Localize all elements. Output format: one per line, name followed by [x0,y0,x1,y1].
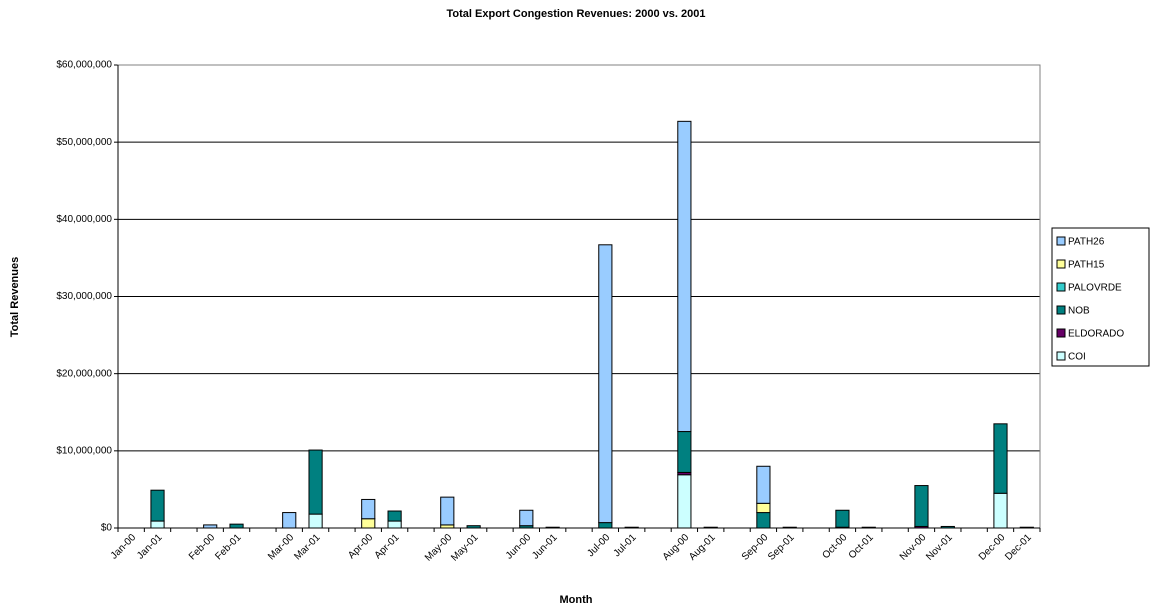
bar-segment [150,520,165,529]
legend-swatch [1056,259,1066,269]
x-tick-label: May-00 [423,532,455,564]
x-tick-label: Aug-00 [661,532,692,563]
bar-segment [308,513,323,529]
x-tick-label: Oct-00 [820,532,849,561]
bar-segment [993,492,1008,529]
bar-segment [545,526,560,529]
bar-segment [782,526,797,529]
x-tick-label: Dec-01 [1003,532,1034,563]
x-tick-label: May-01 [449,532,481,564]
bar-segment [361,518,376,529]
x-tick-label: Jan-01 [135,532,165,562]
bar-segment [387,520,402,529]
y-tick-label: $10,000,000 [56,445,112,456]
bar-segment [598,244,613,524]
legend-label: ELDORADO [1068,329,1124,340]
bar-segment [940,525,955,529]
legend-label: PALOVRDE [1068,283,1122,294]
x-tick-label: Jun-01 [530,532,560,562]
bar-segment [519,509,534,527]
legend-swatch [1056,305,1066,315]
bar-segment [861,526,876,529]
x-tick-label: Nov-01 [924,532,955,563]
bar-segment [756,465,771,504]
y-tick-label: $60,000,000 [56,60,112,71]
bar-segment [361,498,376,520]
bar-segment [993,423,1008,494]
bar-segment [308,449,323,515]
bar-segment [624,526,639,529]
bar-segment [466,525,481,529]
x-tick-label: Apr-00 [346,532,375,561]
bar-segment [677,474,692,529]
x-tick-label: Sep-00 [740,532,771,563]
bar-segment [150,489,165,522]
y-tick-label: $20,000,000 [56,368,112,379]
legend-label: PATH15 [1068,260,1105,271]
x-axis-label: Month [560,594,593,606]
y-tick-label: $40,000,000 [56,214,112,225]
bar-segment [677,120,692,433]
x-tick-label: Apr-01 [373,532,402,561]
bar-segment [756,502,771,514]
x-tick-label: Oct-01 [847,532,876,561]
x-tick-label: Jun-00 [504,532,534,562]
x-tick-label: Jan-00 [109,532,139,562]
legend-swatch [1056,328,1066,338]
x-tick-label: Nov-00 [898,532,929,563]
x-tick-label: Mar-01 [292,532,322,562]
bar-segment [598,522,613,529]
bar-segment [914,485,929,527]
x-tick-label: Feb-01 [213,532,243,562]
x-tick-label: Feb-00 [187,532,217,562]
legend-label: COI [1068,352,1086,363]
bar-segment [282,512,297,529]
bar-segment [835,509,850,528]
y-tick-label: $50,000,000 [56,137,112,148]
chart-title: Total Export Congestion Revenues: 2000 v… [447,8,706,20]
bar-segment [756,512,771,529]
x-tick-label: Mar-00 [266,532,296,562]
bar-segment [229,523,244,529]
x-tick-label: Aug-01 [687,532,718,563]
y-tick-label: $30,000,000 [56,291,112,302]
legend-swatch [1056,351,1066,361]
legend-box [1051,227,1150,367]
x-tick-label: Dec-00 [977,532,1008,563]
legend-swatch [1056,236,1066,246]
legend-label: PATH26 [1068,237,1105,248]
bar-segment [203,524,218,529]
x-tick-label: Jul-01 [612,532,639,559]
y-axis-label: Total Revenues [9,257,21,338]
y-tick-label: $0 [101,523,113,534]
bar-segment [703,526,718,529]
bar-segment [1019,526,1034,529]
x-tick-label: Jul-00 [585,532,612,559]
legend-swatch [1056,282,1066,292]
bar-segment [440,496,455,526]
legend-label: NOB [1068,306,1090,317]
x-tick-label: Sep-01 [766,532,797,563]
bar-segment [387,510,402,522]
bar-segment [677,431,692,473]
